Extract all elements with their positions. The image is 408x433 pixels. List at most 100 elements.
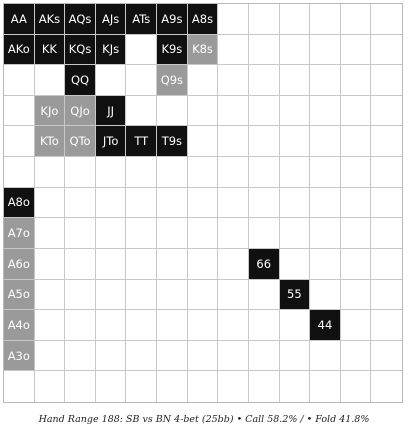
hand-cell-empty <box>310 188 341 219</box>
hand-cell-empty <box>280 126 311 157</box>
hand-cell-empty <box>126 157 157 188</box>
hand-cell-empty <box>341 96 372 127</box>
hand-cell-empty <box>341 249 372 280</box>
hand-cell-KJo: KJo <box>35 96 66 127</box>
hand-cell-empty <box>341 188 372 219</box>
hand-cell-empty <box>249 126 280 157</box>
hand-cell-empty <box>310 126 341 157</box>
hand-cell-empty <box>249 35 280 66</box>
hand-cell-empty <box>96 341 127 372</box>
hand-cell-empty <box>280 371 311 402</box>
hand-cell-empty <box>157 249 188 280</box>
hand-cell-empty <box>96 188 127 219</box>
hand-cell-Q9s: Q9s <box>157 65 188 96</box>
hand-cell-empty <box>371 371 402 402</box>
hand-cell-empty <box>218 218 249 249</box>
hand-cell-empty <box>249 280 280 311</box>
hand-cell-44: 44 <box>310 310 341 341</box>
hand-cell-empty <box>96 65 127 96</box>
hand-cell-empty <box>35 157 66 188</box>
hand-cell-empty <box>371 126 402 157</box>
hand-cell-empty <box>310 65 341 96</box>
hand-cell-empty <box>280 65 311 96</box>
hand-cell-empty <box>96 157 127 188</box>
hand-cell-empty <box>35 310 66 341</box>
hand-cell-empty <box>310 371 341 402</box>
hand-cell-empty <box>218 96 249 127</box>
hand-cell-TT: TT <box>126 126 157 157</box>
hand-cell-K8s: K8s <box>188 35 219 66</box>
hand-cell-empty <box>310 249 341 280</box>
hand-cell-empty <box>249 4 280 35</box>
hand-cell-A8s: A8s <box>188 4 219 35</box>
hand-cell-KJs: KJs <box>96 35 127 66</box>
hand-cell-JJ: JJ <box>96 96 127 127</box>
hand-cell-empty <box>341 35 372 66</box>
hand-cell-empty <box>371 96 402 127</box>
hand-cell-empty <box>188 218 219 249</box>
hand-cell-empty <box>371 65 402 96</box>
hand-cell-empty <box>341 218 372 249</box>
hand-cell-empty <box>157 280 188 311</box>
hand-cell-empty <box>218 280 249 311</box>
hand-cell-empty <box>96 371 127 402</box>
hand-cell-empty <box>371 249 402 280</box>
hand-cell-empty <box>371 280 402 311</box>
hand-cell-empty <box>341 65 372 96</box>
hand-cell-KTo: KTo <box>35 126 66 157</box>
hand-cell-empty <box>65 157 96 188</box>
hand-cell-A5o: A5o <box>4 280 35 311</box>
hand-cell-empty <box>341 157 372 188</box>
hand-cell-empty <box>371 35 402 66</box>
hand-cell-empty <box>341 4 372 35</box>
hand-cell-empty <box>371 157 402 188</box>
hand-cell-empty <box>341 310 372 341</box>
hand-cell-empty <box>157 157 188 188</box>
hand-cell-empty <box>188 280 219 311</box>
hand-cell-empty <box>371 341 402 372</box>
hand-cell-A4o: A4o <box>4 310 35 341</box>
hand-cell-empty <box>341 371 372 402</box>
hand-cell-empty <box>280 188 311 219</box>
hand-cell-empty <box>249 65 280 96</box>
hand-cell-empty <box>4 96 35 127</box>
hand-cell-empty <box>310 218 341 249</box>
hand-cell-empty <box>65 249 96 280</box>
hand-cell-AA: AA <box>4 4 35 35</box>
hand-cell-empty <box>157 218 188 249</box>
hand-cell-empty <box>310 4 341 35</box>
hand-cell-empty <box>371 218 402 249</box>
hand-cell-empty <box>65 341 96 372</box>
hand-cell-empty <box>126 188 157 219</box>
hand-cell-QTo: QTo <box>65 126 96 157</box>
hand-cell-empty <box>280 341 311 372</box>
hand-cell-KK: KK <box>35 35 66 66</box>
hand-cell-empty <box>371 188 402 219</box>
hand-cell-A7o: A7o <box>4 218 35 249</box>
hand-cell-empty <box>126 218 157 249</box>
hand-cell-ATs: ATs <box>126 4 157 35</box>
hand-cell-JTo: JTo <box>96 126 127 157</box>
hand-cell-empty <box>188 188 219 219</box>
hand-cell-empty <box>188 249 219 280</box>
hand-cell-empty <box>280 310 311 341</box>
hand-cell-empty <box>157 341 188 372</box>
hand-cell-empty <box>35 249 66 280</box>
hand-cell-empty <box>218 157 249 188</box>
hand-cell-empty <box>35 280 66 311</box>
hand-cell-empty <box>218 65 249 96</box>
hand-cell-empty <box>218 310 249 341</box>
hand-cell-empty <box>96 280 127 311</box>
hand-cell-empty <box>4 126 35 157</box>
hand-cell-55: 55 <box>280 280 311 311</box>
hand-cell-empty <box>249 310 280 341</box>
hand-cell-empty <box>126 65 157 96</box>
hand-cell-AKo: AKo <box>4 35 35 66</box>
hand-cell-empty <box>35 65 66 96</box>
hand-cell-empty <box>280 35 311 66</box>
hand-cell-empty <box>249 157 280 188</box>
hand-cell-empty <box>65 280 96 311</box>
hand-cell-empty <box>65 371 96 402</box>
hand-cell-66: 66 <box>249 249 280 280</box>
hand-cell-empty <box>65 218 96 249</box>
